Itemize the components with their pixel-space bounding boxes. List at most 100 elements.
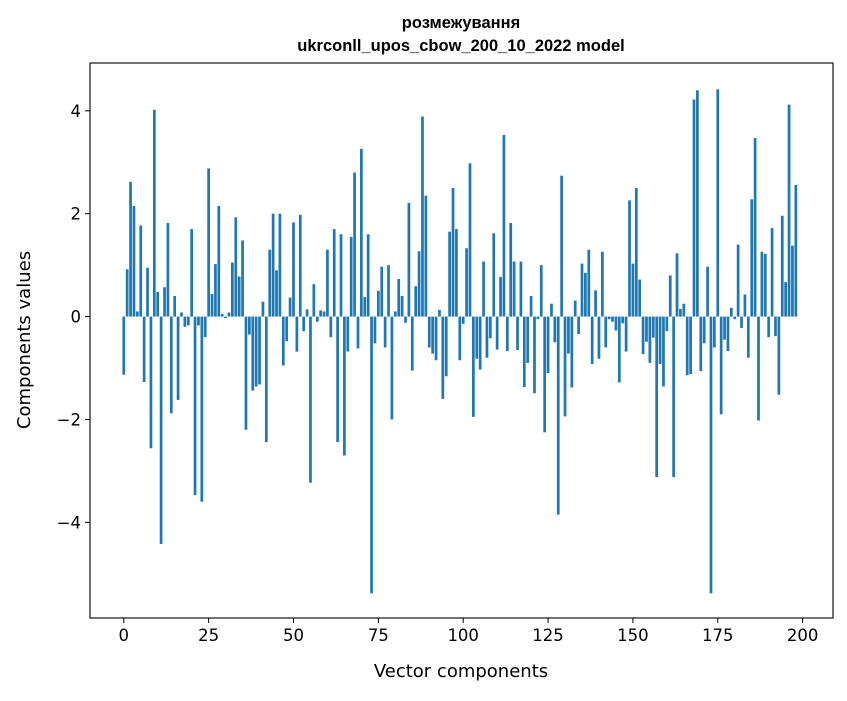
bar — [278, 213, 282, 317]
bar — [567, 316, 570, 354]
bar — [601, 251, 604, 317]
bar — [292, 222, 295, 317]
bar — [125, 269, 129, 317]
bar — [349, 236, 353, 317]
x-tick-label: 100 — [447, 626, 479, 645]
bar — [393, 311, 397, 317]
bar — [224, 316, 227, 319]
bar — [251, 316, 255, 391]
bar — [438, 309, 441, 317]
bar — [584, 272, 587, 317]
bar — [366, 234, 370, 317]
bar — [475, 316, 479, 359]
bar — [767, 316, 771, 338]
bar — [499, 276, 502, 317]
bar — [529, 296, 533, 317]
bar — [607, 316, 611, 320]
bar — [570, 316, 574, 388]
bar — [465, 248, 468, 317]
bar — [329, 316, 333, 338]
bar — [421, 116, 424, 317]
bar — [611, 316, 614, 322]
bar — [492, 233, 496, 317]
bar — [248, 316, 251, 335]
bar — [370, 316, 373, 594]
x-tick-label: 50 — [283, 626, 304, 645]
bar — [271, 213, 275, 317]
bar — [709, 316, 713, 594]
bar — [696, 90, 699, 317]
bar — [455, 229, 458, 317]
bar — [142, 316, 146, 382]
bar — [651, 316, 655, 338]
bar — [485, 316, 489, 358]
bar — [353, 172, 356, 317]
bar — [533, 316, 536, 394]
bar — [441, 316, 445, 399]
bar — [346, 316, 350, 352]
bar — [254, 316, 258, 387]
bar — [648, 316, 652, 363]
bar — [397, 279, 401, 317]
bar — [227, 312, 231, 317]
bar — [281, 316, 285, 366]
bar — [563, 316, 567, 417]
plot-frame — [89, 62, 834, 619]
bar — [512, 261, 516, 317]
bar — [468, 163, 472, 317]
bar — [706, 266, 709, 317]
bar — [726, 316, 730, 352]
bar — [363, 297, 367, 317]
bar — [285, 316, 289, 342]
bar — [169, 316, 173, 414]
bar — [587, 249, 591, 317]
bar — [757, 316, 760, 421]
bar — [753, 138, 757, 317]
bar — [604, 316, 608, 348]
bar — [746, 316, 750, 358]
bar — [387, 265, 390, 317]
bar — [543, 316, 547, 433]
bar — [580, 263, 584, 317]
bar — [336, 316, 339, 443]
bar — [186, 316, 190, 326]
bar — [302, 316, 306, 331]
bar — [760, 251, 764, 317]
bar — [295, 316, 299, 352]
bar — [298, 214, 302, 317]
bar — [770, 228, 774, 317]
bar — [634, 187, 638, 317]
bar — [777, 316, 781, 395]
bar — [689, 316, 692, 375]
x-tick-label: 125 — [532, 626, 564, 645]
bar — [427, 316, 431, 348]
bar — [264, 316, 268, 443]
bar — [217, 205, 221, 317]
bar — [444, 316, 448, 377]
bar — [740, 316, 743, 328]
bar — [343, 316, 346, 456]
bar — [448, 231, 451, 317]
bar — [729, 307, 733, 317]
bar — [736, 244, 740, 317]
bar — [309, 316, 312, 483]
bar — [519, 261, 523, 317]
bar — [719, 316, 723, 415]
bar — [628, 200, 631, 317]
bar — [631, 263, 635, 317]
bar — [482, 261, 485, 317]
x-axis: 0 25 50 75 100 125 150 175 200 — [119, 618, 818, 645]
bar — [152, 109, 156, 317]
bar — [268, 249, 272, 317]
bar — [332, 229, 336, 317]
bar — [146, 267, 149, 317]
bar — [546, 316, 550, 374]
bar — [621, 316, 625, 324]
bar — [122, 316, 126, 375]
bar — [685, 316, 689, 376]
bar — [139, 225, 143, 317]
bar — [135, 311, 139, 317]
bar — [675, 253, 679, 317]
bar — [220, 314, 224, 317]
